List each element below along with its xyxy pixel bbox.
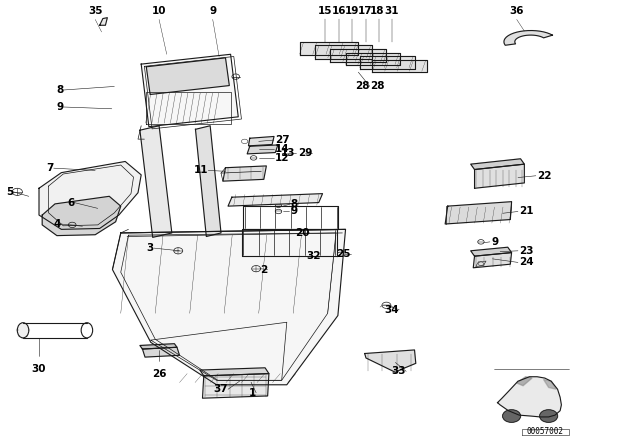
Polygon shape [315,45,372,59]
Polygon shape [497,377,561,417]
Polygon shape [223,166,266,181]
Polygon shape [100,17,108,25]
Text: 28: 28 [370,82,384,91]
Text: 7: 7 [46,163,54,173]
Polygon shape [42,196,121,236]
Polygon shape [470,247,511,256]
Text: 8: 8 [56,85,63,95]
Text: 31: 31 [384,6,399,16]
Text: 29: 29 [298,147,312,158]
Circle shape [502,410,520,422]
Text: 9: 9 [56,102,63,112]
Text: 6: 6 [67,198,74,207]
Text: 17: 17 [357,6,372,16]
Polygon shape [147,58,229,95]
Text: 24: 24 [519,258,534,267]
Text: 25: 25 [336,250,351,259]
Text: 9: 9 [291,207,298,216]
Ellipse shape [17,323,29,338]
Polygon shape [141,54,238,127]
Polygon shape [143,347,179,357]
Text: 8: 8 [291,199,298,209]
Polygon shape [346,52,401,65]
Text: 3: 3 [147,243,154,253]
Polygon shape [473,253,511,268]
Polygon shape [365,350,416,372]
Text: 14: 14 [275,144,290,154]
Polygon shape [228,194,323,206]
Text: 5: 5 [6,187,13,197]
Polygon shape [372,60,428,72]
Polygon shape [113,229,346,385]
Text: 30: 30 [32,364,46,374]
Text: 22: 22 [537,171,552,181]
Polygon shape [300,42,358,55]
Polygon shape [474,164,524,188]
Text: 33: 33 [392,366,406,376]
Polygon shape [140,344,177,349]
Text: 18: 18 [370,6,385,16]
Polygon shape [330,49,387,62]
Text: 2: 2 [260,265,268,275]
Text: 9: 9 [209,6,216,16]
Text: 34: 34 [385,305,399,315]
Text: 16: 16 [332,6,346,16]
Polygon shape [360,56,415,69]
Text: 28: 28 [355,82,370,91]
Text: 13: 13 [281,147,296,158]
Text: 15: 15 [318,6,332,16]
Polygon shape [247,145,278,154]
Polygon shape [195,126,221,237]
Text: 32: 32 [307,251,321,261]
Text: 36: 36 [509,6,524,16]
Text: 26: 26 [152,369,166,379]
Polygon shape [516,377,532,386]
Text: 11: 11 [194,165,208,176]
Polygon shape [504,30,552,45]
Polygon shape [248,137,274,146]
Polygon shape [543,379,556,389]
Text: 12: 12 [275,153,290,163]
Polygon shape [202,374,269,398]
Polygon shape [140,126,172,237]
Text: 21: 21 [519,207,534,216]
Circle shape [540,410,557,422]
Polygon shape [200,368,269,376]
Text: 1: 1 [249,388,256,398]
Polygon shape [39,161,141,229]
Text: 00057002: 00057002 [527,427,564,436]
Text: 37: 37 [213,384,228,394]
Text: 9: 9 [491,237,499,247]
Text: 35: 35 [88,6,102,16]
Text: 20: 20 [295,228,310,238]
Text: 19: 19 [345,6,359,16]
Polygon shape [445,202,511,224]
Text: 4: 4 [53,219,61,229]
Text: 10: 10 [152,6,166,16]
Text: 23: 23 [519,246,534,256]
Polygon shape [470,159,524,169]
Text: 27: 27 [275,135,290,145]
